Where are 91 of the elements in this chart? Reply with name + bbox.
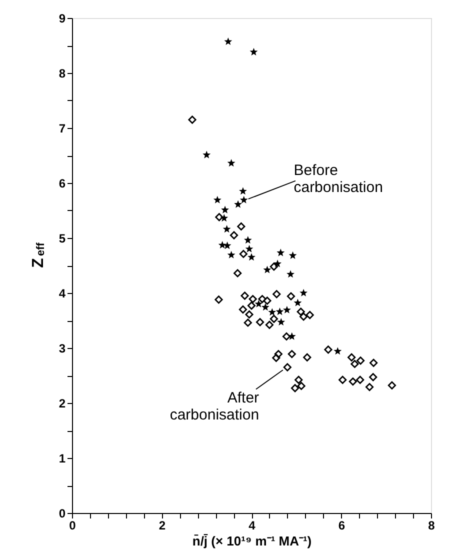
point: [222, 225, 231, 233]
point: [250, 48, 258, 56]
point: [215, 213, 224, 222]
point: [245, 244, 254, 252]
point: [272, 354, 280, 362]
point: [350, 360, 359, 368]
point: [238, 187, 247, 195]
point: [268, 308, 276, 316]
point: [240, 292, 249, 300]
point: [276, 308, 284, 316]
point: [296, 308, 305, 316]
point: [214, 296, 223, 304]
point: [300, 288, 308, 296]
y-tick-label: 6: [58, 176, 66, 190]
point: [286, 270, 295, 278]
point: [227, 159, 236, 167]
x-axis-title: n̄/j̄ (× 10¹⁹ m⁻¹ MA⁻¹): [192, 534, 312, 548]
point: [294, 298, 302, 306]
point: [227, 250, 236, 258]
y-tick-label: 7: [58, 122, 66, 136]
point: [237, 222, 246, 231]
y-tick-label: 9: [58, 12, 66, 26]
point: [240, 196, 248, 204]
point: [244, 318, 252, 327]
point: [234, 200, 242, 208]
point: [247, 302, 256, 310]
point: [286, 292, 296, 300]
point: [261, 303, 270, 311]
y-tick-label: 8: [58, 66, 66, 80]
point: [306, 310, 314, 320]
y-tick-label: 0: [58, 506, 66, 520]
point: [230, 231, 238, 240]
point: [258, 294, 266, 304]
point: [276, 248, 285, 256]
point: [334, 347, 342, 355]
point: [290, 384, 300, 392]
y-axis-title: Zeff: [30, 242, 47, 268]
point: [303, 353, 312, 362]
point: [282, 306, 291, 314]
y-tick-label: 2: [58, 396, 66, 410]
point: [300, 312, 308, 321]
x-tick-label: 8: [428, 518, 436, 532]
point: [202, 150, 211, 158]
x-tick-label: 6: [338, 518, 346, 532]
point: [338, 376, 347, 384]
point: [270, 262, 278, 271]
point: [245, 310, 254, 319]
point: [221, 206, 229, 214]
point: [356, 376, 364, 384]
point: [272, 290, 281, 298]
point: [348, 353, 356, 362]
point: [277, 318, 286, 326]
point: [239, 250, 248, 258]
point: [254, 300, 263, 308]
point: [288, 251, 297, 259]
point: [283, 363, 292, 372]
point: [265, 320, 274, 329]
y-tick-label: 1: [58, 452, 66, 466]
x-tick-label: 0: [69, 518, 76, 532]
point: [224, 37, 232, 46]
point: [370, 358, 378, 367]
annotation: After carbonisation: [170, 390, 260, 424]
point: [248, 294, 257, 304]
point: [324, 346, 332, 354]
point: [356, 356, 365, 365]
point: [274, 350, 282, 358]
y-tick-label: 5: [58, 232, 66, 246]
point: [365, 382, 374, 392]
y-tick-label: 3: [58, 342, 66, 356]
x-tick-label: 4: [248, 518, 256, 532]
point: [256, 318, 264, 326]
point: [213, 196, 222, 204]
point: [270, 314, 278, 323]
point: [297, 382, 306, 390]
x-tick-label: 2: [158, 518, 166, 532]
point: [294, 376, 303, 384]
point: [238, 305, 248, 314]
point: [263, 296, 272, 305]
point: [188, 116, 196, 124]
point: [369, 373, 378, 382]
point: [234, 269, 242, 278]
point: [218, 240, 226, 249]
point: [288, 350, 296, 358]
point: [248, 253, 256, 261]
point: [263, 266, 272, 274]
point: [388, 381, 396, 390]
y-tick-label: 4: [58, 286, 66, 300]
annotation: Before carbonisation: [294, 162, 383, 196]
point: [348, 377, 357, 386]
point: [282, 332, 291, 341]
point: [244, 236, 252, 244]
